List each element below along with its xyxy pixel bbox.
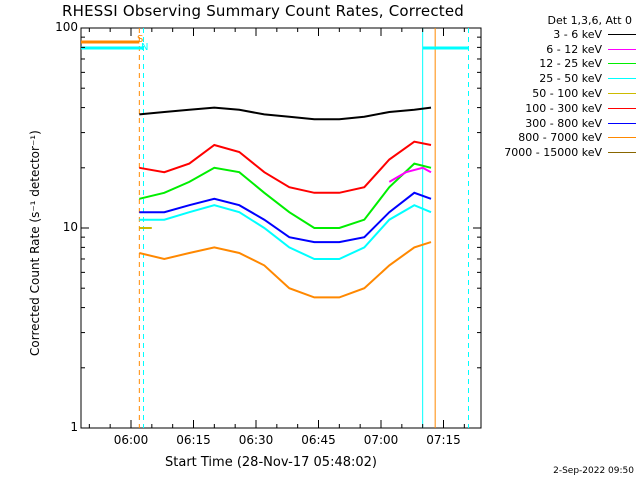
- legend-label: 3 - 6 keV: [553, 27, 602, 41]
- legend-entry: 12 - 25 keV: [484, 57, 636, 72]
- s-marker-label: S: [137, 34, 144, 45]
- legend-swatch: [608, 107, 636, 109]
- y-axis-label: Corrected Count Rate (s⁻¹ detector⁻¹): [28, 130, 42, 356]
- legend-entry: 50 - 100 keV: [484, 86, 636, 101]
- legend-entries: 3 - 6 keV 6 - 12 keV 12 - 25 keV 25 - 50 ke…: [484, 27, 636, 160]
- x-tick-label: 06:15: [176, 433, 211, 447]
- legend-swatch: [608, 63, 636, 65]
- legend-swatch: [608, 78, 636, 80]
- legend-entry: 7000 - 15000 keV: [484, 145, 636, 160]
- axis-ticks: [81, 27, 481, 429]
- n-marker-label: N: [141, 42, 149, 53]
- x-tick-label: 06:30: [238, 433, 274, 447]
- legend-label: 12 - 25 keV: [539, 57, 602, 71]
- legend-label: 7000 - 15000 keV: [504, 146, 602, 160]
- legend-swatch: [608, 48, 636, 50]
- series-line: [388, 166, 432, 183]
- y-tick-label: 100: [55, 20, 78, 34]
- legend-swatch: [608, 93, 636, 95]
- x-tick-label: 06:45: [301, 433, 336, 447]
- legend-entry: 100 - 300 keV: [484, 101, 636, 116]
- series-line: [139, 140, 432, 194]
- legend-entry: 6 - 12 keV: [484, 42, 636, 57]
- legend-swatch: [608, 122, 636, 124]
- legend-entry: 800 - 7000 keV: [484, 131, 636, 146]
- series-line: [139, 162, 432, 229]
- legend-swatch: [608, 152, 636, 154]
- legend-entry: 3 - 6 keV: [484, 27, 636, 42]
- legend-title: Det 1,3,6, Att 0: [547, 14, 632, 27]
- legend-label: 100 - 300 keV: [525, 101, 602, 115]
- legend: Det 1,3,6, Att 0 3 - 6 keV 6 - 12 keV 12 -…: [484, 14, 636, 160]
- series-lines: [139, 106, 432, 299]
- x-tick-label: 07:15: [426, 433, 461, 447]
- legend-entry: 25 - 50 keV: [484, 71, 636, 86]
- y-tick-label: 1: [70, 420, 78, 434]
- legend-label: 25 - 50 keV: [539, 72, 602, 86]
- vertical-markers: [81, 28, 469, 428]
- x-tick-label: 07:00: [363, 433, 399, 447]
- x-tick-label: 06:00: [113, 433, 149, 447]
- generation-timestamp: 2-Sep-2022 09:50: [553, 466, 634, 476]
- y-tick-label: 10: [62, 220, 78, 234]
- x-axis-label: Start Time (28-Nov-17 05:48:02): [165, 455, 377, 470]
- legend-entry: 300 - 800 keV: [484, 116, 636, 131]
- legend-label: 6 - 12 keV: [546, 42, 602, 56]
- chart-title: RHESSI Observing Summary Count Rates, Co…: [62, 2, 465, 20]
- series-line: [139, 241, 432, 299]
- legend-label: 800 - 7000 keV: [518, 131, 602, 145]
- series-line: [139, 204, 432, 260]
- legend-swatch: [608, 137, 636, 139]
- legend-label: 300 - 800 keV: [525, 116, 602, 130]
- series-line: [139, 106, 432, 121]
- series-line: [139, 191, 432, 244]
- legend-swatch: [608, 33, 636, 35]
- legend-label: 50 - 100 keV: [532, 87, 602, 101]
